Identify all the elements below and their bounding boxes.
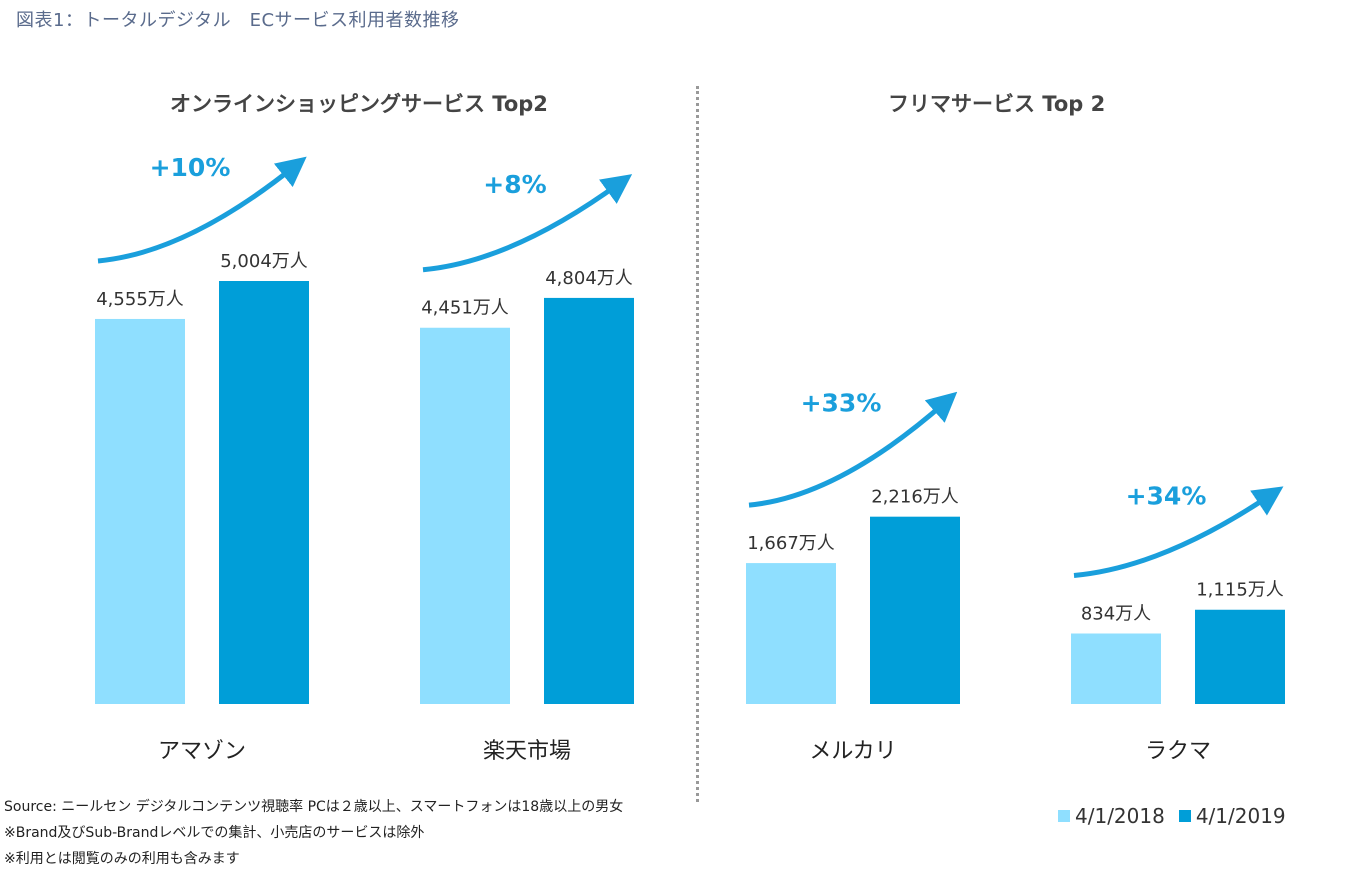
growth-arrow-rakuma xyxy=(1073,486,1284,578)
growth-label-mercari: +33% xyxy=(801,389,882,418)
bar-rakuten-2018 xyxy=(420,327,510,704)
data-label-rakuma-2018: 834万人 xyxy=(1081,604,1151,625)
bar-mercari-2019 xyxy=(870,516,960,704)
data-label-rakuma-2019: 1,115万人 xyxy=(1196,580,1284,601)
bar-mercari-2018 xyxy=(746,563,836,704)
data-label-amazon-2018: 4,555万人 xyxy=(96,289,184,310)
bar-amazon-2018 xyxy=(95,318,185,704)
bar-rakuten-2019 xyxy=(544,297,634,704)
panel-divider xyxy=(696,86,699,802)
panel-title-flea-market: フリマサービス Top 2 xyxy=(888,92,1106,116)
data-label-mercari-2019: 2,216万人 xyxy=(871,487,959,508)
category-label-amazon: アマゾン xyxy=(158,739,246,764)
growth-arrow-amazon xyxy=(97,156,307,264)
legend-item-2019: 4/1/2019 xyxy=(1178,804,1286,828)
legend-label-2018: 4/1/2018 xyxy=(1075,804,1165,828)
source-note: Source: ニールセン デジタルコンテンツ視聴率 PCは２歳以上、スマートフ… xyxy=(4,799,624,815)
data-label-amazon-2019: 5,004万人 xyxy=(220,251,308,272)
legend-swatch-2019 xyxy=(1178,810,1191,822)
growth-label-amazon: +10% xyxy=(150,153,231,182)
bar-rakuma-2018 xyxy=(1071,633,1161,704)
usage-note: ※利用とは閲覧のみの利用も含みます xyxy=(4,851,240,867)
legend-item-2018: 4/1/2018 xyxy=(1058,804,1165,828)
brand-note: ※Brand及びSub-Brandレベルでの集計、小売店のサービスは除外 xyxy=(4,825,425,841)
category-label-mercari: メルカリ xyxy=(809,739,896,764)
growth-label-rakuten: +8% xyxy=(483,170,546,199)
figure-title: 図表1：トータルデジタル ECサービス利用者数推移 xyxy=(16,10,460,31)
growth-arrow-rakuten xyxy=(422,174,633,273)
bar-rakuma-2019 xyxy=(1195,609,1285,704)
legend-swatch-2018 xyxy=(1058,810,1070,822)
footnotes: Source: ニールセン デジタルコンテンツ視聴率 PCは２歳以上、スマートフ… xyxy=(4,794,623,872)
category-label-rakuten: 楽天市場 xyxy=(483,739,571,764)
data-label-rakuten-2019: 4,804万人 xyxy=(545,268,633,289)
data-label-rakuten-2018: 4,451万人 xyxy=(421,298,509,319)
category-label-rakuma: ラクマ xyxy=(1145,739,1211,764)
bar-amazon-2019 xyxy=(219,281,309,704)
growth-arrow-mercari xyxy=(748,391,958,508)
data-label-mercari-2018: 1,667万人 xyxy=(747,533,835,554)
legend-label-2019: 4/1/2019 xyxy=(1195,804,1286,828)
legend: 4/1/2018 4/1/2019 xyxy=(1058,804,1294,828)
growth-label-rakuma: +34% xyxy=(1126,482,1207,511)
panel-title-online-shopping: オンラインショッピングサービス Top2 xyxy=(170,92,548,116)
